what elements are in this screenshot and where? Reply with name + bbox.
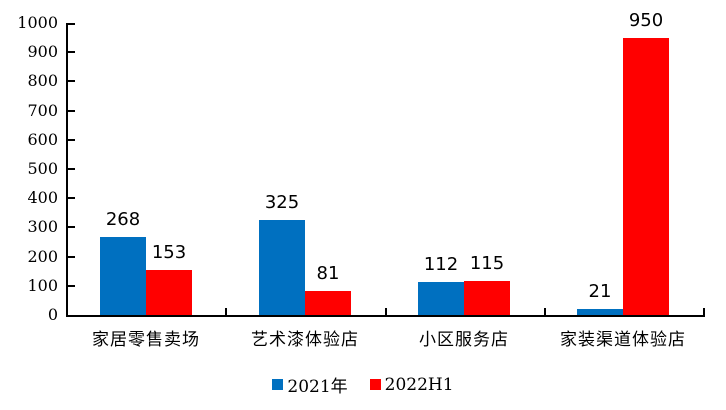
y-tick-900 [68,51,75,53]
y-axis-tick-label: 0 [47,305,58,324]
bar-2022h1-3 [623,38,669,315]
bar-value-label-2022h1-2: 115 [469,253,505,274]
y-tick-300 [68,226,75,228]
x-tick-2 [385,308,387,315]
bar-2021-2 [418,282,464,315]
bar-value-label-2021-0: 268 [105,209,141,230]
bar-2022h1-0 [146,270,192,315]
x-tick-0 [66,308,68,315]
y-axis-tick-label: 1000 [17,13,58,32]
y-axis-line [66,23,68,317]
x-axis-category-label-1: 艺术漆体验店 [251,330,359,350]
y-tick-100 [68,285,75,287]
y-axis-tick-label: 100 [27,276,58,295]
bar-value-label-2021-2: 112 [423,254,459,275]
y-axis-tick-label: 500 [27,159,58,178]
y-axis-tick-label: 600 [27,130,58,149]
bar-value-label-2021-1: 325 [264,192,300,213]
x-axis-category-label-0: 家居零售卖场 [92,330,200,350]
legend-label-2021: 2021年 [287,377,348,397]
bar-value-label-2022h1-3: 950 [628,10,664,31]
y-axis-tick-label: 800 [27,71,58,90]
bar-2022h1-1 [305,291,351,315]
bar-value-label-2022h1-0: 153 [151,242,187,263]
x-axis-category-label-3: 家装渠道体验店 [560,330,686,350]
bar-2021-3 [577,309,623,315]
bar-value-label-2022h1-1: 81 [316,263,340,284]
legend: 2021年 2022H1 [0,372,726,397]
y-tick-200 [68,256,75,258]
y-axis-tick-label: 400 [27,188,58,207]
legend-label-2022h1: 2022H1 [384,374,454,395]
x-tick-3 [544,308,546,315]
legend-swatch-2022h1 [369,379,381,390]
x-axis-category-label-2: 小区服务店 [419,330,509,350]
y-tick-600 [68,139,75,141]
y-tick-1000 [68,23,75,25]
y-tick-700 [68,110,75,112]
x-axis-line [66,315,705,317]
legend-item-2022h1: 2022H1 [369,374,454,395]
y-axis-tick-label: 900 [27,42,58,61]
bar-2022h1-2 [464,281,510,315]
legend-item-2021: 2021年 [272,372,348,397]
y-axis-tick-label: 700 [27,101,58,120]
x-tick-4 [703,308,705,315]
y-axis-tick-label: 300 [27,217,58,236]
bar-2021-1 [259,220,305,315]
y-tick-800 [68,80,75,82]
legend-swatch-2021 [272,379,284,390]
y-tick-500 [68,168,75,170]
bar-2021-0 [100,237,146,315]
y-tick-400 [68,197,75,199]
x-tick-1 [225,308,227,315]
y-axis-tick-label: 200 [27,247,58,266]
bar-value-label-2021-3: 21 [588,281,612,302]
